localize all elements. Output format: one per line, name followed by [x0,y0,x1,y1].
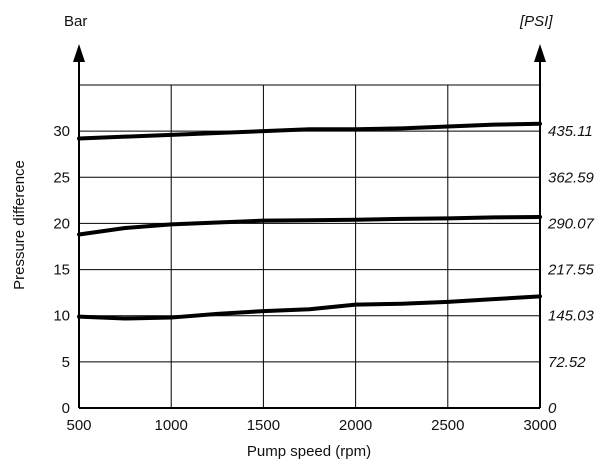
x-axis-title: Pump speed (rpm) [247,443,371,460]
x-tick-label: 1500 [247,417,280,434]
right-axis-arrow [534,44,546,62]
y-tick-label-left: 0 [62,400,70,417]
series-line-3 [77,121,542,141]
y-tick-label-right: 0 [548,400,557,417]
x-tick-label: 500 [66,417,91,434]
y-axis-title: Pressure difference [11,160,28,290]
series-layer [77,121,542,321]
x-tick-label: 1000 [155,417,188,434]
y-tick-label-left: 25 [53,169,70,186]
series-line-1 [77,294,542,321]
y-tick-label-left: 10 [53,308,70,325]
x-tick-label: 2500 [431,417,464,434]
y-tick-label-right: 217.55 [547,262,595,279]
y-tick-label-left: 30 [53,123,70,140]
left-axis-arrow [73,44,85,62]
x-tick-label: 3000 [523,417,556,434]
right-unit-label: [PSI] [519,13,553,30]
grid-lines [79,84,540,408]
y-tick-label-right: 435.11 [548,123,593,140]
y-tick-label-left: 15 [53,262,70,279]
axes [73,44,546,409]
y-tick-label-right: 290.07 [547,215,595,232]
y-tick-label-left: 20 [53,215,70,232]
x-tick-label: 2000 [339,417,372,434]
y-tick-label-right: 362.59 [548,169,595,186]
y-tick-label-right: 145.03 [548,308,595,325]
series-line-2 [77,214,542,237]
y-tick-label-left: 5 [62,354,70,371]
y-tick-label-right: 72.52 [548,354,586,371]
left-unit-label: Bar [64,13,87,30]
